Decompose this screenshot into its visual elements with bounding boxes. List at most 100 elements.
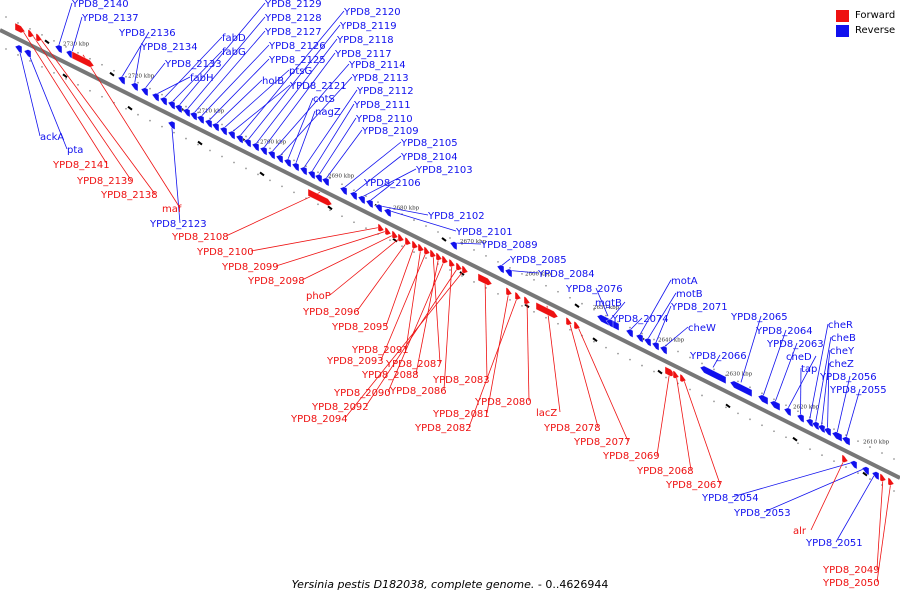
label-tap: tap <box>801 364 817 375</box>
label-ypd8-2085: YPD8_2085 <box>509 255 567 266</box>
minor-dot <box>713 400 715 403</box>
connector-ypd8-2091 <box>405 247 422 350</box>
minor-dot <box>653 370 655 373</box>
connector-ypd8-2121 <box>231 84 291 133</box>
connector-ypd8-2128 <box>186 16 266 111</box>
minor-dot <box>317 203 319 206</box>
gene-ypd8-2114 <box>267 150 276 160</box>
connector-ypd8-2084 <box>508 269 539 274</box>
minor-dot <box>449 269 451 271</box>
reverse-swatch <box>836 24 849 37</box>
label-ypd8-2099: YPD8_2099 <box>221 262 279 273</box>
major-tick-mark <box>44 39 50 45</box>
connector-ypd8-2071 <box>655 305 672 344</box>
label-ypd8-2104: YPD8_2104 <box>400 152 458 163</box>
label-ypd8-2123: YPD8_2123 <box>149 219 207 230</box>
gene-ypd8-2084 <box>504 268 513 278</box>
gene-ypd8-2065 <box>729 380 753 398</box>
gene-ypd8-2105 <box>339 186 348 196</box>
minor-dot <box>29 60 31 62</box>
label-ypd8-2050: YPD8_2050 <box>822 578 880 589</box>
gene-ypd8-2056 <box>831 431 843 442</box>
label-ypd8-2139: YPD8_2139 <box>76 176 134 187</box>
minor-dot <box>137 81 139 84</box>
gene-ypd8-2088 <box>435 252 443 261</box>
gene-ypd8-2092 <box>455 262 463 271</box>
connector-phop <box>329 236 402 296</box>
connector-ypd8-2094 <box>344 268 466 419</box>
major-tick-mark <box>127 105 133 111</box>
minor-dot <box>449 237 451 239</box>
caption-organism: Yersinia pestis D182038, complete genome… <box>291 578 535 591</box>
label-ypd8-2093: YPD8_2093 <box>326 356 384 367</box>
minor-dot <box>473 249 475 251</box>
gene-ypd8-2108 <box>307 188 333 206</box>
major-tick-mark <box>657 369 663 375</box>
minor-dot <box>521 304 523 307</box>
minor-dot <box>701 394 703 397</box>
label-ypd8-2053: YPD8_2053 <box>733 508 791 519</box>
gene-ypd8-2138 <box>35 33 43 42</box>
minor-dot <box>833 428 835 431</box>
major-tick-mark <box>459 271 465 276</box>
minor-dot <box>125 107 127 110</box>
gene-ypd8-2126 <box>196 115 205 125</box>
connector-ypd8-2066 <box>712 354 721 368</box>
minor-dot <box>77 51 79 54</box>
minor-dot <box>53 39 55 42</box>
minor-dot <box>281 185 283 188</box>
connector-ypd8-2068 <box>675 373 692 471</box>
connector-ypd8-2106 <box>369 181 395 202</box>
gene-ypd8-2119 <box>243 138 252 148</box>
gene-ypd8-2117 <box>259 146 268 156</box>
major-tick-mark <box>197 140 203 146</box>
minor-dot <box>5 16 7 18</box>
label-nagz: nagZ <box>315 107 341 118</box>
connector-tap <box>800 367 802 416</box>
gene-ypd8-2101 <box>383 208 392 218</box>
label-ypd8-2074: YPD8_2074 <box>611 314 669 325</box>
label-ypd8-2054: YPD8_2054 <box>701 493 759 504</box>
minor-dot <box>725 406 727 409</box>
minor-dot <box>557 290 559 293</box>
label-ypd8-2133: YPD8_2133 <box>164 59 222 70</box>
minor-dot <box>569 328 571 331</box>
label-ypd8-2078: YPD8_2078 <box>543 423 601 434</box>
connector-fabh <box>155 76 191 96</box>
gene-ptsg <box>219 126 228 136</box>
major-tick-mark <box>592 337 598 342</box>
connector-ypd8-2127 <box>193 30 266 114</box>
connector-chez <box>827 362 830 430</box>
minor-dot <box>689 388 691 391</box>
label-ypd8-2113: YPD8_2113 <box>351 73 409 84</box>
minor-dot <box>245 167 247 170</box>
connector-ypd8-2069 <box>656 369 671 456</box>
gene-ypd8-2139 <box>27 29 35 38</box>
gene-ypd8-2074 <box>625 328 634 338</box>
gene-maf <box>71 51 95 68</box>
minor-dot <box>617 352 619 355</box>
connector-ypd8-2077 <box>576 324 629 442</box>
label-pta: pta <box>67 145 83 156</box>
minor-dot <box>389 239 391 242</box>
label-ypd8-2119: YPD8_2119 <box>339 21 397 32</box>
label-ypd8-2127: YPD8_2127 <box>264 27 322 38</box>
gene-ypd8-2110 <box>314 174 323 184</box>
gene-ypd8-2106 <box>365 199 374 209</box>
connector-ypd8-2133 <box>144 62 166 90</box>
label-ypd8-2117: YPD8_2117 <box>334 49 392 60</box>
minor-dot <box>869 446 871 448</box>
gene-ypd8-2071 <box>651 341 660 351</box>
label-ypd8-2098: YPD8_2098 <box>247 276 305 287</box>
minor-dot <box>149 87 151 90</box>
gene-ypd8-2054 <box>849 460 858 470</box>
connector-nagz <box>295 110 316 165</box>
minor-dot <box>17 22 19 24</box>
minor-dot <box>149 119 151 122</box>
minor-dot <box>629 358 631 361</box>
label-mota: motA <box>671 276 698 287</box>
gene-ypd8-2129 <box>174 104 183 114</box>
gene-ypd8-2120 <box>235 134 244 144</box>
gene-ypd8-2068 <box>672 370 680 379</box>
minor-dot <box>761 424 763 427</box>
